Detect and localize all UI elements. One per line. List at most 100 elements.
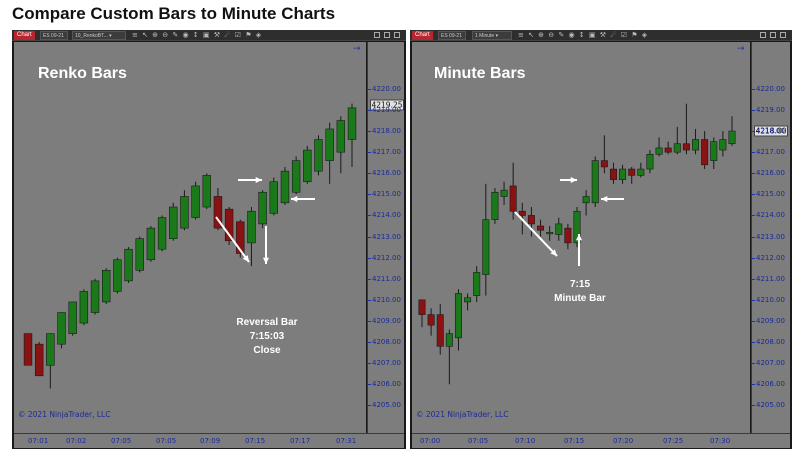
time-tick-label: 07:05 [111,437,132,445]
annotation-arrow [215,216,250,263]
candle-up [57,312,66,345]
candle-up [90,280,100,313]
time-tick-label: 07:02 [66,437,87,445]
price-tick-mark [752,109,755,111]
price-tick-mark [368,173,371,175]
price-tick-mark [368,384,371,386]
annotation-arrow [238,176,262,184]
bar-type-selector[interactable]: 1 Minute ▾ [472,31,512,40]
candle-down [527,215,535,225]
candle-down [23,333,33,366]
renko-price-plot[interactable]: Renko Bars Reversal Bar 7:15:03 Close © … [14,42,366,433]
candle-up [46,333,55,366]
candle-down [224,208,234,242]
candle-up [247,210,256,244]
price-tick-mark [368,278,371,280]
price-tick-mark [368,342,371,344]
time-tick-label: 07:10 [515,437,536,445]
candle-down [564,227,572,244]
price-tick-label: 4209.00 [372,316,401,325]
annotation-arrow [291,195,315,203]
price-tick-mark [368,320,371,322]
chart-badge[interactable]: Chart [412,31,433,40]
annotation-arrow [514,211,558,257]
instrument-selector[interactable]: ES 09-21 [40,31,68,40]
chart-toolbar: Chart ES 09-21 1 Minute ▾ ≡ ↖ ⊕ ⊖ ✎ ◉ ↕ … [410,30,792,41]
time-tick-label: 07:30 [710,437,731,445]
annotation-line: Minute Bar [554,293,606,304]
close-icon[interactable] [780,32,786,38]
price-tick-label: 4216.00 [372,169,401,178]
chart-toolbar: Chart ES 09-21 10_RenkoBT... ▾ ≡ ↖ ⊕ ⊖ ✎… [12,30,406,41]
price-tick-label: 4214.00 [372,211,401,220]
drawing-tools-icon[interactable]: ≡ ↖ ⊕ ⊖ ✎ ◉ ↕ ▣ ⚒ ☄ ☑ ⚑ ◈ [518,31,649,39]
candle-up [445,333,453,347]
close-icon[interactable] [394,32,400,38]
drawing-tools-icon[interactable]: ≡ ↖ ⊕ ⊖ ✎ ◉ ↕ ▣ ⚒ ☄ ☑ ⚑ ◈ [132,31,263,39]
minimize-icon[interactable] [760,32,766,38]
price-tick-mark [368,131,371,133]
candle-up [258,191,267,225]
candle-up [582,196,590,204]
price-tick-mark [368,152,371,154]
candle-up [646,153,654,170]
price-tick-mark [368,194,371,196]
candle-up [68,301,77,334]
candle-up [336,120,346,153]
chart-label: Minute Bars [434,65,526,82]
candle-down [518,210,526,216]
price-tick-mark [368,88,371,90]
candle-up [79,291,89,324]
price-axis[interactable]: → 4218.00 4205.00 4206.00 4207.00 4208.00 42… [737,42,790,433]
price-tick-mark [752,173,755,175]
candle-up [454,293,462,339]
minimize-icon[interactable] [374,32,380,38]
candle-up [146,227,156,261]
time-tick-label: 07:17 [290,437,311,445]
time-axis[interactable]: 07:01 07:02 07:05 07:05 07:09 07:15 07:17 07:31 [14,433,404,448]
maximize-icon[interactable] [384,32,390,38]
candle-up [728,130,736,145]
time-tick-label: 07:20 [613,437,634,445]
candle-down [509,185,517,212]
candle-up [202,175,211,208]
candle-down [236,221,245,254]
price-tick-label: 4206.00 [756,380,785,389]
time-axis[interactable]: 07:00 07:05 07:10 07:15 07:20 07:25 07:30 [412,433,790,448]
price-tick-label: 4211.00 [756,274,785,283]
candle-down [609,168,617,180]
instrument-selector[interactable]: ES 09-21 [438,31,466,40]
price-tick-mark [752,215,755,217]
time-tick-label: 07:05 [468,437,489,445]
chart-badge[interactable]: Chart [14,31,35,40]
annotation-arrow [560,176,577,184]
time-tick-label: 07:15 [564,437,585,445]
time-tick-label: 07:31 [336,437,357,445]
price-tick-label: 4205.00 [756,401,785,410]
time-tick-label: 07:25 [663,437,684,445]
renko-candles [23,103,357,389]
price-tick-label: 4218.00 [372,127,401,136]
minute-bar-annotation: 7:15 Minute Bar [540,278,620,306]
candle-up [280,170,290,204]
renko-chart-window: Chart ES 09-21 10_RenkoBT... ▾ ≡ ↖ ⊕ ⊖ ✎… [12,30,406,449]
maximize-icon[interactable] [770,32,776,38]
bar-type-selector[interactable]: 10_RenkoBT... ▾ [72,31,126,40]
minute-price-plot[interactable]: Minute Bars 7:15 Minute Bar © 2021 Ninja… [412,42,750,433]
scroll-right-icon[interactable]: → [737,44,745,54]
price-tick-label: 4210.00 [756,295,785,304]
price-tick-label: 4220.00 [372,84,401,93]
price-axis[interactable]: → 4219.25 4205.00 4206.00 4207.00 4208.00 42… [353,42,404,433]
scroll-right-icon[interactable]: → [353,44,361,54]
candle-up [555,223,563,235]
price-tick-label: 4217.00 [372,148,401,157]
price-tick-mark [752,405,755,407]
candle-up [573,210,581,244]
price-tick-label: 4215.00 [756,190,785,199]
price-tick-label: 4213.00 [372,232,401,241]
candle-up [710,141,718,161]
candle-up [673,143,681,153]
price-tick-label: 4210.00 [372,295,401,304]
annotation-line: Close [253,345,281,356]
price-tick-mark [368,299,371,301]
